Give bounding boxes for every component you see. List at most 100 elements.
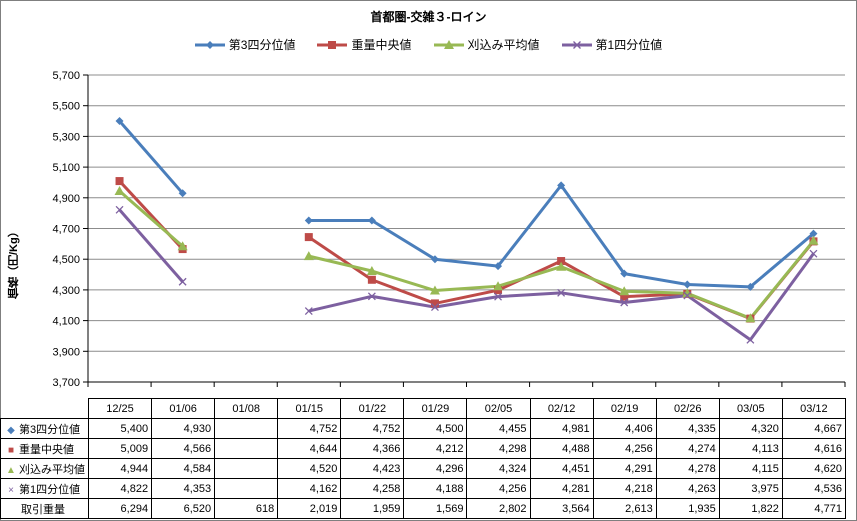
- data-label: 4,278: [655, 458, 720, 479]
- data-label: 4,353: [151, 478, 216, 499]
- data-label: 4,296: [403, 458, 468, 479]
- data-point: [572, 40, 581, 49]
- data-point: [115, 205, 124, 214]
- x-tick-label: 02/05: [466, 398, 531, 419]
- legend-item: 重量中央値: [317, 36, 412, 53]
- data-point: [304, 216, 313, 225]
- legend-key-icon: ×: [8, 484, 14, 496]
- legend-item: 刈込み平均値: [433, 36, 540, 53]
- y-tick-label: 4,300: [52, 285, 80, 297]
- y-tick-label: 4,100: [52, 316, 80, 328]
- legend-label: 第3四分位値: [228, 38, 296, 52]
- data-label: [214, 478, 279, 499]
- data-label: [214, 458, 279, 479]
- data-label: 4,752: [277, 418, 342, 439]
- data-label: 3,975: [718, 478, 783, 499]
- table-row-header: ▲ 刈込み平均値: [0, 458, 89, 479]
- data-label: 4,930: [151, 418, 216, 439]
- data-label: 4,298: [466, 438, 531, 459]
- data-point: [494, 292, 503, 301]
- y-tick-label: 3,900: [52, 346, 80, 358]
- data-point: [683, 291, 692, 300]
- data-label: 4,455: [466, 418, 531, 439]
- data-point: [303, 251, 314, 261]
- data-point: [429, 285, 440, 295]
- data-point: [178, 189, 187, 198]
- table-row: ◆ 第3四分位値 5,400 4,930 4,752 4,752 4,500 4,455 4,9…: [0, 418, 846, 439]
- data-label: 5,009: [87, 438, 153, 459]
- series-name: 重量中央値: [19, 443, 74, 456]
- series-line: [118, 120, 184, 195]
- data-label: 4,335: [655, 418, 720, 439]
- data-label: 4,752: [340, 418, 405, 439]
- data-label: 618: [214, 498, 279, 519]
- data-point-stroke: [430, 303, 439, 312]
- data-point: [367, 275, 376, 284]
- data-point: [683, 280, 692, 289]
- legend-label: 第1四分位値: [595, 38, 663, 52]
- data-label: 4,320: [718, 418, 783, 439]
- data-label: 4,667: [781, 418, 846, 439]
- data-point: [557, 257, 566, 266]
- data-label: 4,281: [529, 478, 594, 499]
- data-label: 4,423: [340, 458, 405, 479]
- legend-label: 刈込み平均値: [467, 38, 540, 52]
- legend-swatch: [194, 40, 225, 49]
- data-label: 4,324: [466, 458, 531, 479]
- data-point: [557, 181, 566, 190]
- data-label: 4,256: [466, 478, 531, 499]
- data-point-stroke: [746, 335, 755, 344]
- data-label: 4,188: [403, 478, 468, 499]
- data-point: [304, 233, 313, 242]
- series-name: 第1四分位値: [19, 483, 81, 496]
- table-row: ▲ 刈込み平均値 4,944 4,584 4,520 4,423 4,296 4,324 4,4…: [0, 458, 846, 479]
- series-name: 刈込み平均値: [19, 463, 85, 476]
- legend-item: 第3四分位値: [194, 36, 296, 53]
- data-point: [809, 249, 818, 258]
- table-row-header: 取引重量: [0, 498, 89, 519]
- x-tick-label: 01/08: [214, 398, 279, 419]
- data-point-stroke: [178, 277, 187, 286]
- data-point: [366, 266, 377, 276]
- data-point: [620, 298, 629, 307]
- y-tick-label: 4,700: [52, 224, 80, 236]
- y-tick-label: 5,300: [52, 131, 80, 143]
- data-label: 1,935: [655, 498, 720, 519]
- data-point: [620, 292, 629, 301]
- x-tick-label: 02/12: [529, 398, 594, 419]
- table-header-row: 12/25 01/06 01/08 01/15 01/22 01/29 02/05 02/12…: [0, 398, 846, 419]
- series-line: [307, 235, 815, 321]
- legend-key-icon: ▲: [6, 464, 16, 476]
- series-name: 第3四分位値: [19, 423, 81, 436]
- chart-title: 首都圏-交雑３-ロイン: [370, 10, 487, 24]
- data-label: 4,258: [340, 478, 405, 499]
- data-point: [430, 299, 439, 308]
- data-label: 6,294: [87, 498, 153, 519]
- x-tick-label: 01/22: [340, 398, 405, 419]
- data-label: 2,019: [277, 498, 342, 519]
- legend-swatch: [317, 40, 348, 49]
- data-point: [115, 117, 124, 126]
- data-label: 1,822: [718, 498, 783, 519]
- data-point-stroke: [683, 291, 692, 300]
- data-point-stroke: [809, 249, 818, 258]
- data-point: [177, 241, 188, 251]
- legend-swatch: [433, 39, 464, 49]
- data-label: 4,263: [655, 478, 720, 499]
- y-tick-label: 3,700: [52, 377, 80, 389]
- data-point: [557, 288, 566, 297]
- data-point: [367, 216, 376, 225]
- table-row-header: ◆ 第3四分位値: [0, 418, 89, 439]
- data-point: [443, 39, 454, 49]
- x-tick-label: 01/06: [151, 398, 216, 419]
- data-label: 4,113: [718, 438, 783, 459]
- data-label: 4,566: [151, 438, 216, 459]
- data-point: [494, 262, 503, 271]
- legend-swatch: [561, 40, 592, 49]
- legend-key-icon: ■: [7, 444, 15, 456]
- data-point: [367, 292, 376, 301]
- data-label: 4,366: [340, 438, 405, 459]
- data-point: [493, 281, 504, 291]
- y-tick-label: 4,500: [52, 254, 80, 266]
- line-chart: 3,700 3,900 4,100 4,300 4,500 4,700 4,900 5,100…: [52, 70, 846, 389]
